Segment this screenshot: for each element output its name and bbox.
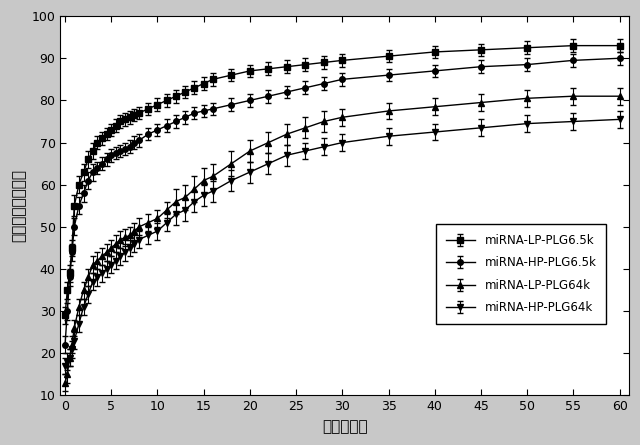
X-axis label: 時間（日）: 時間（日） — [322, 419, 367, 434]
Y-axis label: 累積的放出（％）: 累積的放出（％） — [11, 169, 26, 242]
Legend: miRNA-LP-PLG6.5k, miRNA-HP-PLG6.5k, miRNA-LP-PLG64k, miRNA-HP-PLG64k: miRNA-LP-PLG6.5k, miRNA-HP-PLG6.5k, miRN… — [436, 224, 606, 324]
